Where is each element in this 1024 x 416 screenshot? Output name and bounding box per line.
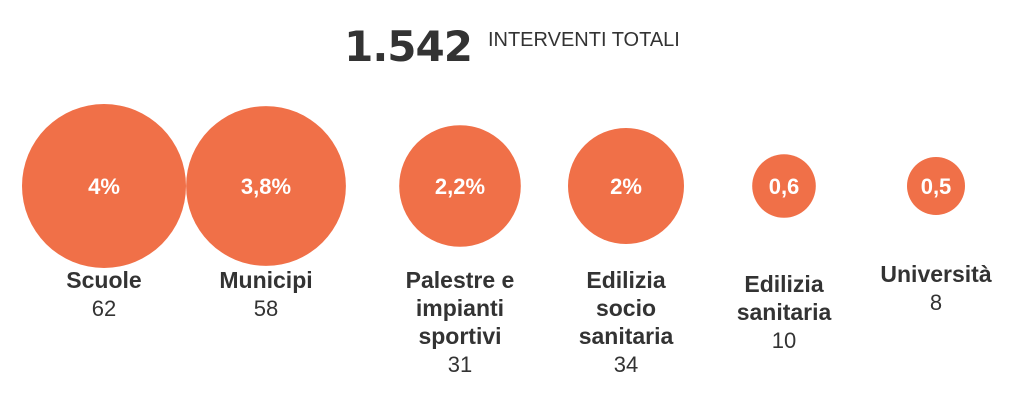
bubble-group: 0,5 Università 8 <box>880 157 992 315</box>
bubble-group: 2% Edilizia socio sanitaria 34 <box>568 128 684 377</box>
category-name-line: Municipi <box>219 267 312 293</box>
total-interventions-value: 1.542 <box>344 22 473 71</box>
bubble <box>752 154 816 218</box>
category-count: 10 <box>772 328 796 353</box>
category-count: 34 <box>614 352 638 377</box>
chart-header: 1.542 INTERVENTI TOTALI <box>0 22 1024 71</box>
category-name: Edilizia socio sanitaria <box>579 267 674 349</box>
bubble-percent-label: 3,8% <box>241 174 291 199</box>
bubble <box>568 128 684 244</box>
category-count: 31 <box>448 352 472 377</box>
bubble <box>22 104 186 268</box>
category-name-line: Edilizia <box>744 271 823 297</box>
bubble-percent-label: 2,2% <box>435 174 485 199</box>
bubble-percent-label: 2% <box>610 174 642 199</box>
bubble-group: 4% Scuole 62 <box>22 104 186 321</box>
bubble-group: 3,8% Municipi 58 <box>186 106 346 321</box>
category-name-line: sanitaria <box>579 323 674 349</box>
bubble <box>907 157 965 215</box>
category-count: 8 <box>930 290 942 315</box>
bubble-group: 0,6 Edilizia sanitaria 10 <box>737 154 832 353</box>
category-name: Palestre e impianti sportivi <box>406 267 515 349</box>
bubble <box>399 125 521 247</box>
category-name: Scuole <box>66 267 141 293</box>
category-count: 62 <box>92 296 116 321</box>
total-interventions-label: INTERVENTI TOTALI <box>487 29 680 51</box>
category-name: Edilizia sanitaria <box>737 271 832 325</box>
bubble-percent-label: 4% <box>88 174 120 199</box>
category-name: Università <box>880 261 991 287</box>
category-name-line: Palestre e <box>406 267 515 293</box>
category-name-line: impianti <box>416 295 504 321</box>
bubble-percent-label: 0,5 <box>921 174 952 199</box>
category-name-line: sanitaria <box>737 299 832 325</box>
category-count: 58 <box>254 296 278 321</box>
category-name-line: socio <box>596 295 656 321</box>
category-name-line: Edilizia <box>586 267 665 293</box>
bubble <box>186 106 346 266</box>
bubble-group: 2,2% Palestre e impianti sportivi 31 <box>399 125 521 377</box>
category-name-line: Scuole <box>66 267 141 293</box>
category-name: Municipi <box>219 267 312 293</box>
bubble-percent-label: 0,6 <box>769 174 800 199</box>
category-name-line: sportivi <box>418 323 501 349</box>
category-name-line: Università <box>880 261 991 287</box>
